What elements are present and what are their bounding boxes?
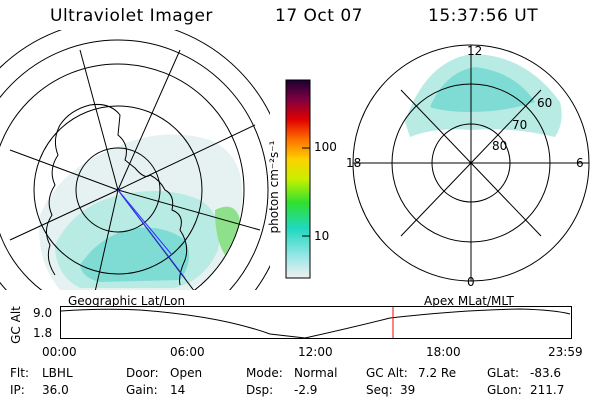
colorbar-tick-100: 100 [314, 140, 337, 154]
timeline-plot [60, 306, 572, 339]
date-label: 17 Oct 07 [275, 6, 363, 26]
mlt-label-0: 0 [467, 275, 475, 289]
gain-value: 14 [170, 383, 186, 397]
time-label: 15:37:56 UT [428, 6, 539, 26]
gcalt-label: GC Alt: [366, 366, 408, 380]
timeline-axis-label: GC Alt [9, 306, 23, 344]
timeline-xtick-0000: 00:00 [42, 345, 77, 359]
instrument-title: Ultraviolet Imager [50, 6, 213, 26]
mlat-label-60: 60 [537, 96, 553, 110]
mlat-label-80: 80 [492, 139, 508, 153]
geographic-image [0, 30, 270, 290]
geographic-panel-label: Geographic Lat/Lon [68, 294, 186, 308]
glat-label: GLat: [487, 366, 520, 380]
flt-value: LBHL [42, 366, 73, 380]
ip-label: IP: [10, 383, 25, 397]
glon-value: 211.7 [530, 383, 565, 397]
mlt-label-18: 18 [346, 156, 362, 170]
glat-value: -83.6 [530, 366, 562, 380]
dsp-value: -2.9 [294, 383, 318, 397]
mlt-label-12: 12 [467, 44, 483, 58]
door-label: Door: [126, 366, 159, 380]
apex-panel-label: Apex MLat/MLT [424, 294, 514, 308]
timeline-xtick-1200: 12:00 [298, 345, 333, 359]
colorbar-unit-label: photon cm⁻²s⁻¹ [267, 140, 281, 234]
dsp-label: Dsp: [246, 383, 274, 397]
colorbar-tick-10: 10 [314, 229, 330, 243]
gcalt-value: 7.2 Re [418, 366, 457, 380]
colorbar [285, 79, 311, 279]
door-value: Open [170, 366, 203, 380]
mlat-label-70: 70 [512, 118, 528, 132]
timeline-xtick-0600: 06:00 [170, 345, 205, 359]
mode-label: Mode: [246, 366, 283, 380]
mlt-label-6: 6 [576, 156, 584, 170]
mode-value: Normal [294, 366, 338, 380]
seq-value: 39 [400, 383, 416, 397]
ip-value: 36.0 [42, 383, 69, 397]
gain-label: Gain: [126, 383, 158, 397]
timeline-ytick-low: 1.8 [33, 326, 53, 340]
flt-label: Flt: [10, 366, 29, 380]
timeline-ytick-high: 9.0 [33, 306, 53, 320]
glon-label: GLon: [487, 383, 522, 397]
seq-label: Seq: [366, 383, 393, 397]
polar-plot [352, 44, 590, 282]
timeline-xtick-2359: 23:59 [548, 345, 583, 359]
timeline-xtick-1800: 18:00 [426, 345, 461, 359]
